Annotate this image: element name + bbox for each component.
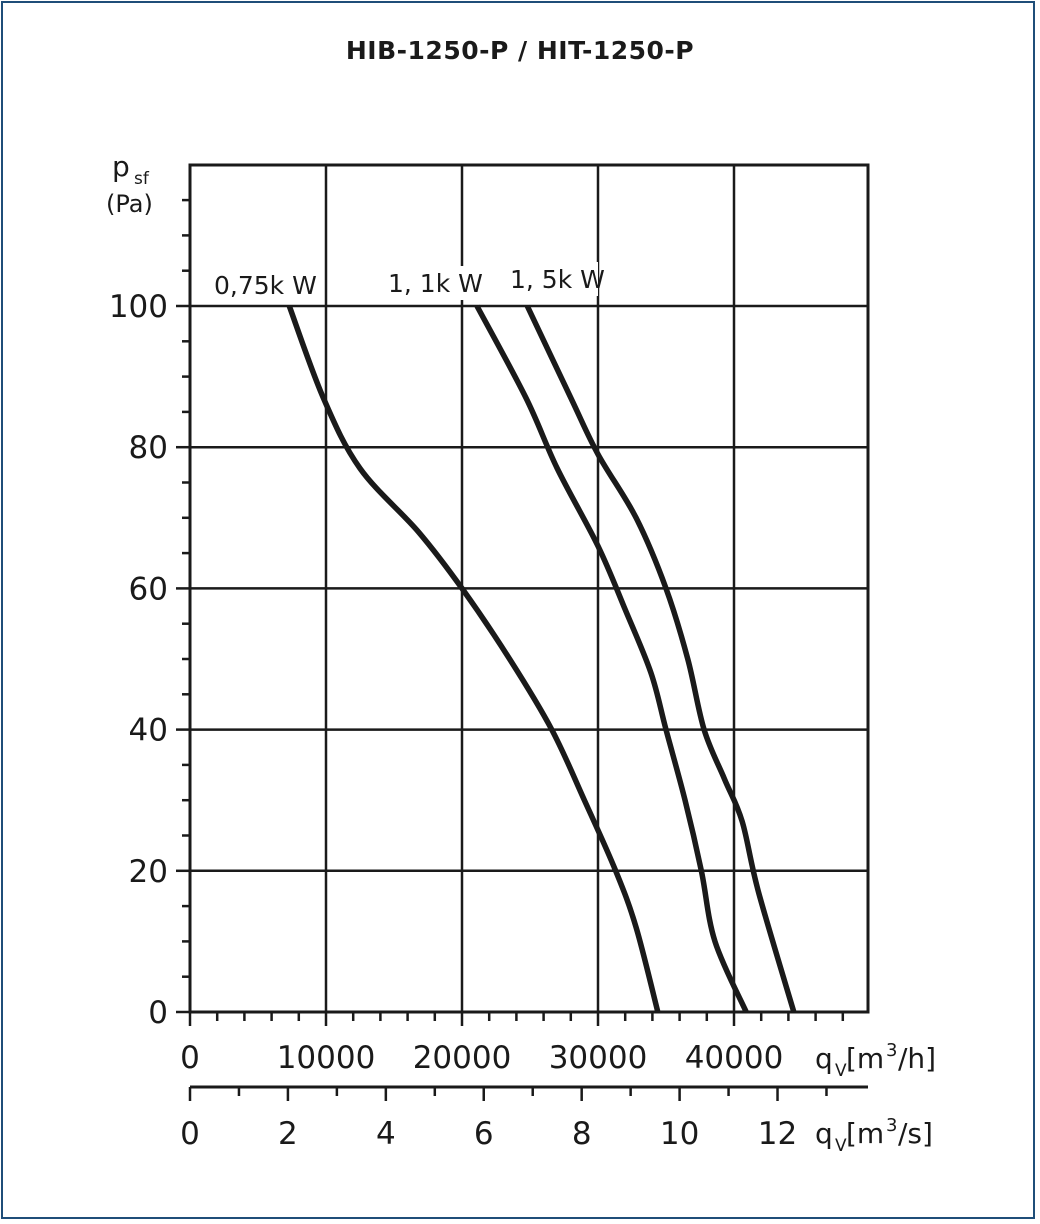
series-label-2: 1, 1k W <box>388 269 483 298</box>
y-tick-label-100: 100 <box>109 289 168 325</box>
y-axis-unit: (Pa) <box>106 190 153 218</box>
x-tick-label-30000: 30000 <box>549 1040 648 1076</box>
series-label-bg-2 <box>384 266 476 300</box>
series-label-3: 1, 5k W <box>510 265 605 294</box>
x2-axis-label-sub: V <box>835 1136 847 1156</box>
x2-tick-label-0: 0 <box>180 1116 200 1152</box>
x-axis-unit-open: [m <box>846 1042 884 1075</box>
series-lines: 0,75k W 1, 1k W 1, 5k W <box>210 262 797 1014</box>
x-tick-label-10000: 10000 <box>277 1040 376 1076</box>
x2-axis-unit-open: [m <box>846 1117 884 1150</box>
x-tick-label-40000: 40000 <box>685 1040 784 1076</box>
series-line-1 <box>286 305 661 1013</box>
x-axis-secondary: 0 2 4 6 8 10 12 <box>180 1085 868 1152</box>
x-axis-ticks: 0 10000 20000 30000 40000 <box>180 1012 845 1076</box>
x2-tick-label-8: 8 <box>572 1116 592 1152</box>
series-line-3 <box>524 304 797 1013</box>
x-axis-label-sub: V <box>835 1061 847 1081</box>
y-axis-label: p sf (Pa) <box>106 150 153 218</box>
x-axis-label: q V [m 3 /h] <box>815 1040 936 1081</box>
x2-axis-label-main: q <box>815 1117 833 1150</box>
series-line-2 <box>474 304 749 1014</box>
y-tick-label-0: 0 <box>148 995 168 1031</box>
y-axis-ticks: 0 20 40 60 80 100 <box>109 198 190 1031</box>
x2-tick-label-6: 6 <box>474 1116 494 1152</box>
x-axis-label-main: q <box>815 1042 833 1075</box>
series-label-bg-1 <box>210 268 316 302</box>
x-axis-unit-close: /h] <box>898 1042 936 1075</box>
x-axis-secondary-label: q V [m 3 /s] <box>815 1115 933 1156</box>
x2-tick-label-4: 4 <box>376 1116 396 1152</box>
y-tick-label-80: 80 <box>129 430 168 466</box>
x-tick-label-0: 0 <box>180 1040 200 1076</box>
y-axis-label-main: p <box>112 150 130 183</box>
y-tick-label-20: 20 <box>129 854 168 890</box>
series-label-1: 0,75k W <box>214 271 317 300</box>
y-tick-label-60: 60 <box>129 571 168 607</box>
series-label-bg-3 <box>506 262 598 296</box>
chart-title: HIB-1250-P / HIT-1250-P <box>345 36 695 65</box>
x-tick-label-20000: 20000 <box>413 1040 512 1076</box>
x2-tick-label-2: 2 <box>278 1116 298 1152</box>
x2-axis-unit-sup: 3 <box>886 1115 897 1136</box>
x2-tick-label-10: 10 <box>660 1116 699 1152</box>
x-axis-unit-sup: 3 <box>886 1040 897 1061</box>
x2-tick-label-12: 12 <box>758 1116 797 1152</box>
y-tick-label-40: 40 <box>129 713 168 749</box>
x2-axis-unit-close: /s] <box>898 1117 933 1150</box>
y-axis-label-sub: sf <box>134 169 150 189</box>
